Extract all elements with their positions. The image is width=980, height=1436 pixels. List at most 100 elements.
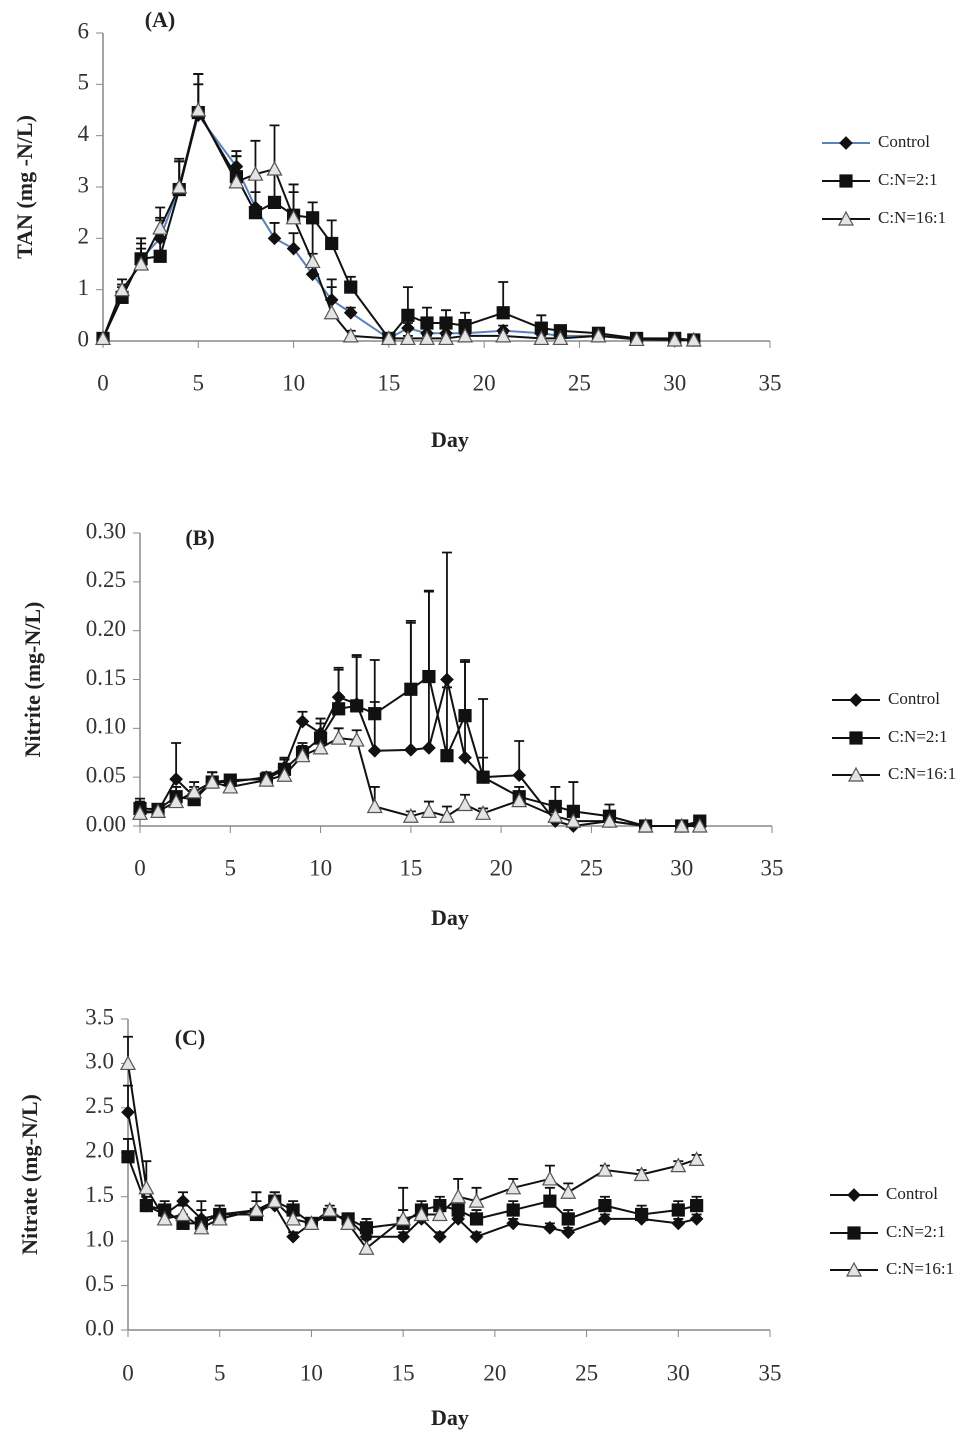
marker <box>228 173 245 189</box>
marker <box>590 327 607 343</box>
chart: 0 5 10 15 20 25 30 35 0 1 2 3 4 5 6 (A) Day TAN (mg -N/L)… <box>12 7 946 452</box>
marker <box>367 743 382 758</box>
marker <box>119 1055 137 1071</box>
y-tick-label: 6 <box>78 18 90 43</box>
marker <box>565 812 582 828</box>
marker <box>671 1216 686 1231</box>
y-tick-label: 0.05 <box>86 762 126 787</box>
error-bar <box>441 686 452 756</box>
marker <box>685 331 702 347</box>
marker <box>469 1212 484 1226</box>
marker <box>121 1150 135 1164</box>
marker <box>671 1203 685 1217</box>
y-tick-label: 0.15 <box>86 665 126 690</box>
y-axis-title: TAN (mg -N/L) <box>12 115 37 259</box>
marker <box>458 750 472 765</box>
marker <box>380 330 397 346</box>
marker <box>222 778 239 794</box>
marker <box>404 742 418 757</box>
marker <box>131 805 149 820</box>
legend-label: Control <box>888 689 940 708</box>
error-bar <box>351 656 362 706</box>
marker <box>451 1203 465 1217</box>
legend-label: C:N=16:1 <box>888 764 956 783</box>
y-tick-label: 2 <box>78 224 90 249</box>
x-tick-label: 30 <box>667 1360 690 1385</box>
marker <box>422 741 436 755</box>
marker <box>438 330 455 346</box>
marker <box>342 327 359 343</box>
x-tick-label: 0 <box>122 1360 134 1385</box>
marker <box>847 1188 861 1202</box>
marker <box>186 783 203 799</box>
marker <box>153 249 167 263</box>
x-tick-label: 20 <box>490 855 513 880</box>
y-tick-label: 3.0 <box>85 1049 114 1074</box>
marker <box>285 1210 302 1226</box>
marker <box>690 1198 704 1213</box>
marker <box>670 1157 687 1173</box>
series-line <box>102 107 694 341</box>
marker <box>511 792 528 808</box>
marker <box>133 255 150 271</box>
panel-label: (C) <box>175 1025 206 1050</box>
legend-label: C:N=16:1 <box>878 208 946 227</box>
marker <box>475 805 492 820</box>
y-tick-label: 0.25 <box>86 567 126 592</box>
y-tick-label: 1.0 <box>85 1226 114 1251</box>
marker <box>496 306 510 320</box>
marker <box>396 1229 410 1244</box>
marker <box>673 817 690 833</box>
marker <box>847 766 865 782</box>
x-axis-title: Day <box>431 1405 469 1430</box>
error-bar <box>405 620 416 690</box>
marker <box>849 693 863 707</box>
marker <box>458 709 472 723</box>
marker <box>541 1170 558 1186</box>
marker <box>152 219 169 235</box>
marker <box>359 1221 374 1235</box>
marker <box>505 1179 522 1195</box>
marker <box>404 682 418 696</box>
legend-label: C:N=2:1 <box>888 727 948 746</box>
error-bar <box>369 659 380 714</box>
marker <box>598 1198 612 1213</box>
x-tick-label: 35 <box>759 1360 782 1385</box>
y-tick-label: 0.20 <box>86 616 126 641</box>
x-tick-label: 15 <box>377 370 400 395</box>
marker <box>368 707 382 721</box>
marker <box>633 1166 650 1182</box>
marker <box>628 331 645 347</box>
marker <box>440 672 454 687</box>
marker <box>330 729 347 745</box>
marker <box>332 702 346 716</box>
marker <box>438 807 455 823</box>
marker <box>432 1229 447 1244</box>
marker <box>285 209 302 225</box>
marker <box>457 327 474 343</box>
marker <box>156 1210 173 1226</box>
marker <box>248 1201 265 1217</box>
series-line <box>102 112 694 341</box>
x-axis-title: Day <box>431 905 469 930</box>
marker <box>175 1206 192 1222</box>
marker <box>601 812 618 828</box>
marker <box>401 308 415 322</box>
x-tick-label: 0 <box>134 855 146 880</box>
legend-label: C:N=2:1 <box>878 170 938 189</box>
x-tick-label: 30 <box>670 855 693 880</box>
y-tick-label: 0.5 <box>85 1271 114 1296</box>
marker <box>688 1151 705 1166</box>
error-bar <box>460 661 471 716</box>
marker <box>402 807 419 823</box>
marker <box>469 1229 484 1244</box>
marker <box>258 771 275 787</box>
marker <box>139 1198 153 1213</box>
marker <box>450 1188 467 1204</box>
x-tick-label: 10 <box>309 855 332 880</box>
marker <box>168 793 185 809</box>
marker <box>634 1207 649 1222</box>
marker <box>543 1220 557 1235</box>
marker <box>837 210 855 226</box>
x-tick-label: 20 <box>483 1360 506 1385</box>
